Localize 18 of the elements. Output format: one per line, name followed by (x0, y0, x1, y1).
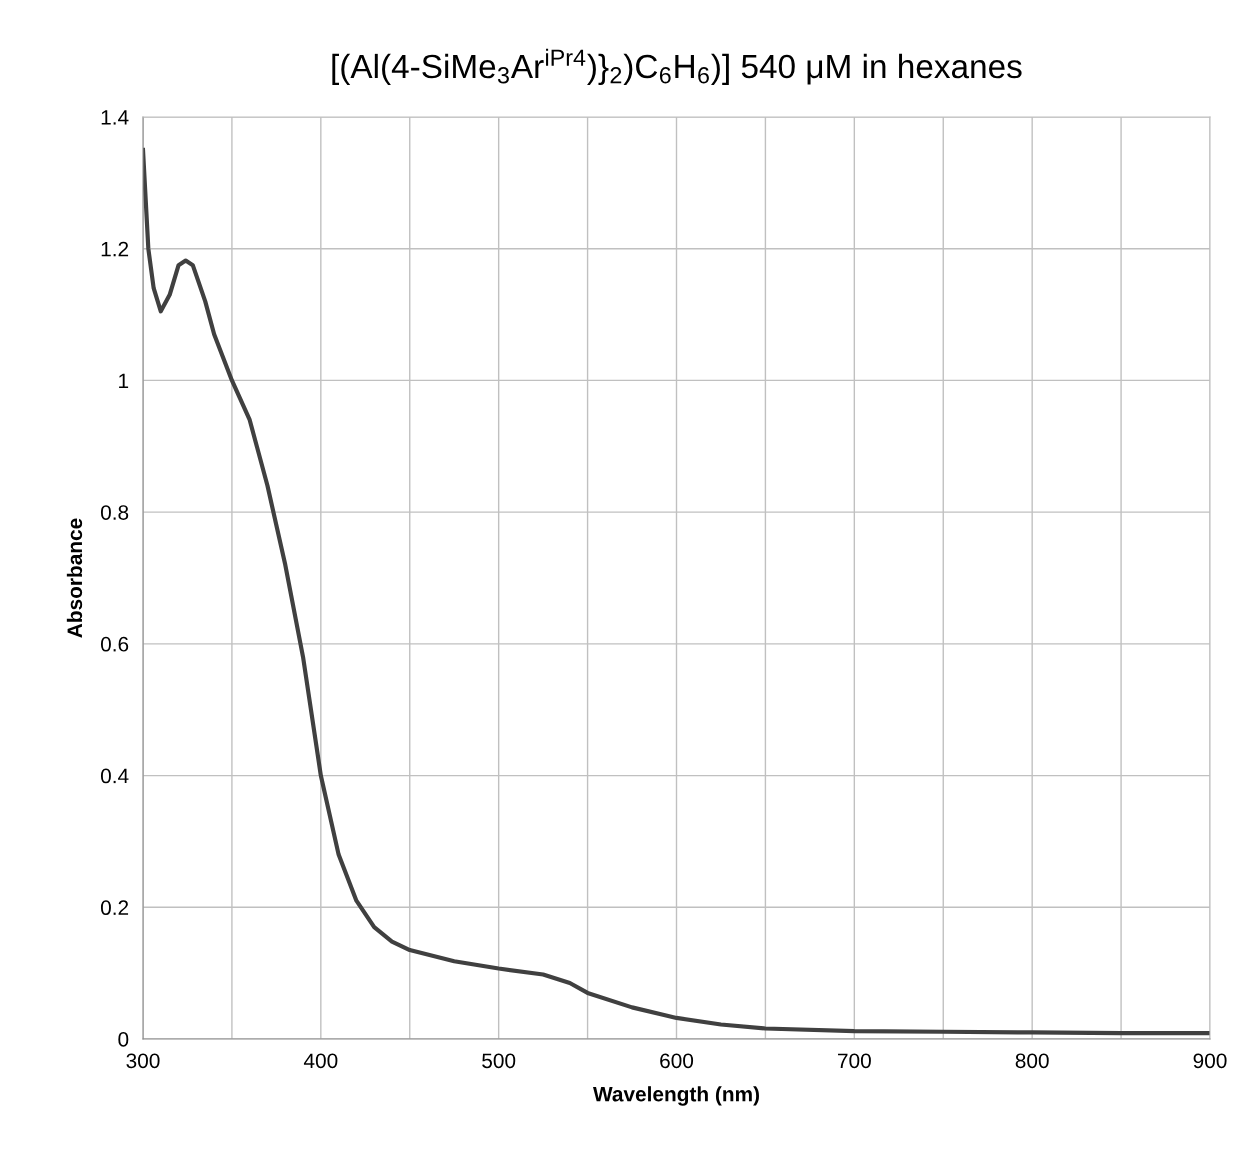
x-axis-title: Wavelength (nm) (593, 1086, 759, 1106)
x-tick-label: 700 (838, 1053, 871, 1069)
x-tick-label: 500 (482, 1053, 516, 1069)
x-tick-label: 300 (126, 1053, 160, 1069)
x-tick-label: 600 (660, 1053, 694, 1069)
y-tick-label: 0.6 (100, 636, 129, 652)
y-axis-title: Absorbance (66, 518, 83, 638)
y-tick-label: 1.2 (101, 241, 129, 257)
y-tick-label: 0.2 (100, 900, 129, 916)
x-tick-label: 800 (1015, 1053, 1049, 1069)
y-tick-label: 0.8 (100, 505, 129, 520)
y-tick-label: 1.4 (101, 110, 129, 125)
chart-title: [(Al(4-SiMe$_{3}$Ar$^{iPr4}$)}$_{2}$)C$_{6}$H$_{6}$)] 540 μM in hexanes (332, 48, 1022, 85)
x-tick-label: 400 (303, 1053, 338, 1069)
y-tick-label: 0 (118, 1032, 129, 1047)
x-tick-label: 900 (1193, 1053, 1227, 1069)
y-tick-label: 0.4 (100, 768, 129, 784)
y-tick-label: 1 (119, 373, 129, 388)
